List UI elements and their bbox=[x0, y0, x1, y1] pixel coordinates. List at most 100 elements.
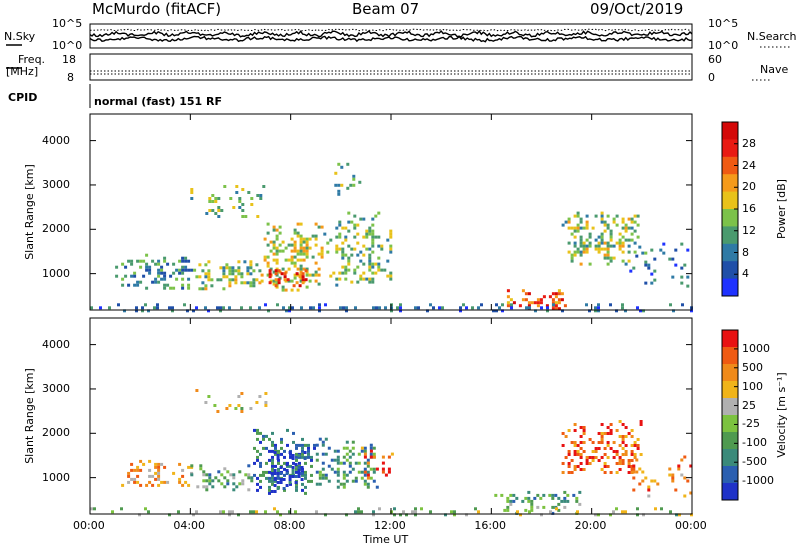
power-cell bbox=[573, 229, 577, 233]
velocity-cell bbox=[627, 471, 631, 474]
velocity-cell bbox=[509, 493, 513, 497]
velocity-cell bbox=[268, 488, 271, 492]
noise-tick-left-bottom: 10^0 bbox=[52, 39, 83, 52]
velocity-cell bbox=[506, 505, 510, 509]
noise-tick-right-bottom: 10^0 bbox=[708, 39, 739, 52]
power-cell bbox=[284, 258, 288, 262]
velocity-cell bbox=[357, 452, 361, 456]
velocity-cell bbox=[357, 510, 360, 514]
power-cell bbox=[136, 283, 140, 287]
power-cell bbox=[275, 237, 279, 241]
power-cell bbox=[609, 303, 612, 307]
velocity-cell bbox=[295, 443, 298, 447]
velocity-cell bbox=[345, 513, 348, 517]
velocity-cell bbox=[315, 482, 319, 486]
velocity-ytick-label: 1000 bbox=[42, 470, 70, 484]
power-cell bbox=[256, 194, 260, 197]
station-title: McMurdo (fitACF) bbox=[92, 0, 222, 18]
power-cell bbox=[368, 226, 372, 230]
velocity-cell bbox=[205, 485, 209, 489]
power-cell bbox=[371, 277, 375, 281]
power-cell bbox=[272, 243, 276, 247]
power-cell bbox=[219, 266, 223, 270]
power-cell bbox=[680, 242, 684, 246]
velocity-cell bbox=[530, 505, 534, 509]
power-cell bbox=[630, 226, 634, 230]
velocity-cell bbox=[268, 437, 271, 441]
power-cell bbox=[594, 238, 598, 242]
power-cell bbox=[172, 262, 176, 266]
velocity-cell bbox=[683, 494, 687, 498]
power-cell bbox=[198, 275, 202, 279]
velocity-cell bbox=[301, 488, 304, 492]
velocity-cell bbox=[606, 456, 610, 459]
velocity-cell bbox=[288, 475, 292, 478]
velocity-cell bbox=[286, 464, 289, 468]
power-cell bbox=[545, 304, 549, 308]
power-cell bbox=[220, 209, 224, 212]
power-cell bbox=[352, 174, 356, 178]
power-cell bbox=[653, 269, 657, 273]
velocity-cell bbox=[539, 496, 543, 500]
power-cell bbox=[305, 285, 309, 289]
power-cell bbox=[365, 229, 369, 233]
power-cell bbox=[169, 274, 173, 278]
power-cell bbox=[600, 238, 604, 242]
power-cell bbox=[314, 279, 318, 283]
power-cell bbox=[686, 284, 690, 288]
power-cell bbox=[629, 269, 633, 273]
velocity-cell bbox=[378, 507, 381, 511]
velocity-cell bbox=[321, 467, 325, 471]
power-cell bbox=[674, 263, 678, 267]
power-cell bbox=[231, 269, 235, 273]
power-cell bbox=[542, 295, 546, 299]
velocity-cell bbox=[202, 470, 206, 474]
power-cell bbox=[281, 249, 285, 253]
velocity-cell bbox=[609, 429, 613, 432]
power-cell bbox=[260, 279, 264, 283]
power-cell bbox=[237, 272, 241, 276]
power-cell bbox=[252, 278, 256, 282]
power-cell bbox=[471, 306, 474, 310]
power-cell bbox=[521, 289, 525, 293]
velocity-cell bbox=[310, 473, 313, 477]
velocity-cell bbox=[223, 467, 227, 471]
power-cell bbox=[198, 287, 202, 291]
velocity-cell bbox=[288, 478, 292, 481]
velocity-cell bbox=[336, 461, 340, 465]
power-cell bbox=[573, 253, 577, 257]
velocity-cell bbox=[618, 468, 622, 471]
power-cell bbox=[338, 271, 342, 275]
power-cell bbox=[365, 232, 369, 236]
velocity-cell bbox=[256, 437, 259, 441]
velocity-cell bbox=[271, 458, 274, 462]
power-cell bbox=[349, 183, 353, 187]
velocity-cell bbox=[253, 446, 256, 450]
velocity-cell bbox=[557, 502, 561, 506]
power-cell bbox=[551, 298, 555, 302]
velocity-cell bbox=[147, 510, 150, 514]
power-cell bbox=[524, 298, 528, 302]
velocity-cell bbox=[351, 446, 355, 450]
power-cell bbox=[145, 262, 149, 266]
power-cell bbox=[90, 306, 93, 310]
power-cell bbox=[576, 211, 580, 215]
velocity-cell bbox=[354, 461, 358, 465]
velocity-cell bbox=[220, 482, 224, 486]
power-cell bbox=[299, 273, 303, 277]
power-cell bbox=[133, 283, 137, 287]
velocity-cell bbox=[564, 435, 568, 438]
velocity-cell bbox=[294, 510, 297, 514]
velocity-cell bbox=[668, 473, 672, 477]
velocity-cell bbox=[336, 449, 340, 453]
power-cell bbox=[290, 261, 294, 265]
power-cell bbox=[606, 256, 610, 260]
power-cell bbox=[286, 278, 290, 282]
velocity-cell bbox=[570, 459, 574, 462]
velocity-cell bbox=[268, 449, 271, 453]
freq-tick-bottom: 8 bbox=[67, 71, 74, 84]
power-cell bbox=[160, 277, 164, 281]
velocity-cell bbox=[372, 513, 375, 517]
power-cell bbox=[290, 237, 294, 241]
power-cell bbox=[166, 262, 170, 266]
